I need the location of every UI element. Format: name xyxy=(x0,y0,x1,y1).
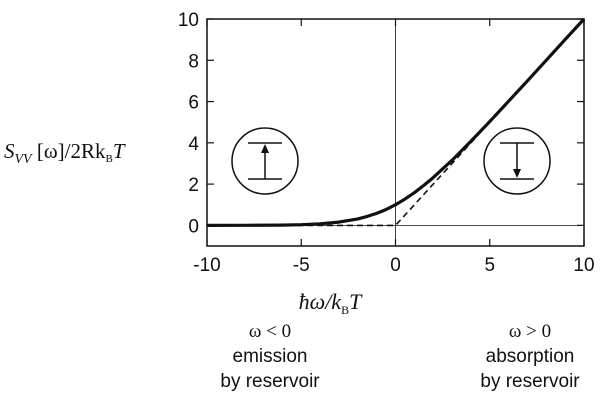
right-annotation-symbol: ω > 0 xyxy=(509,321,551,342)
x-tick-label: -10 xyxy=(193,255,220,276)
x-label-end: T xyxy=(349,289,363,314)
y-tick-label: 2 xyxy=(188,175,199,196)
x-label-pre: ħω/k xyxy=(299,289,343,314)
right-annotation-line1: absorption xyxy=(486,346,575,367)
y-tick-label: 8 xyxy=(188,51,199,72)
inset-emission-arrow-head xyxy=(261,144,269,153)
x-tick-label: -5 xyxy=(293,255,310,276)
x-tick-label: 0 xyxy=(390,255,401,276)
left-annotation: ω < 0 emission by reservoir xyxy=(220,321,320,392)
left-annotation-line1: emission xyxy=(233,346,308,367)
y-label-sub: VV xyxy=(15,152,34,167)
left-annotation-symbol: ω < 0 xyxy=(249,321,291,342)
x-label-sub: B xyxy=(341,303,349,317)
right-annotation-line2: by reservoir xyxy=(480,371,580,392)
x-tick-label: 10 xyxy=(573,255,594,276)
plot-layer: -10 -5 0 5 10 0 2 4 6 8 10 xyxy=(178,10,595,276)
series-line-dashed xyxy=(207,18,585,227)
x-tick-label: 5 xyxy=(484,255,495,276)
y-tick-label: 0 xyxy=(188,216,199,237)
x-axis-label: ħω/kBT xyxy=(299,289,363,317)
y-tick-label: 6 xyxy=(188,93,199,114)
y-tick-label: 10 xyxy=(178,10,199,31)
y-label-end: T xyxy=(113,139,126,163)
inset-absorption xyxy=(483,127,551,195)
y-label-main: S xyxy=(4,139,15,163)
y-axis-label: SVV [ω]/2RkBT xyxy=(4,139,126,167)
y-tick-label: 4 xyxy=(188,134,199,155)
y-label-sub-b: B xyxy=(106,153,113,165)
inset-emission xyxy=(231,127,299,195)
inset-absorption-arrow-head xyxy=(513,169,521,178)
y-label-mid: [ω]/2Rk xyxy=(32,139,106,163)
left-annotation-line2: by reservoir xyxy=(220,371,320,392)
right-annotation: ω > 0 absorption by reservoir xyxy=(480,321,580,392)
